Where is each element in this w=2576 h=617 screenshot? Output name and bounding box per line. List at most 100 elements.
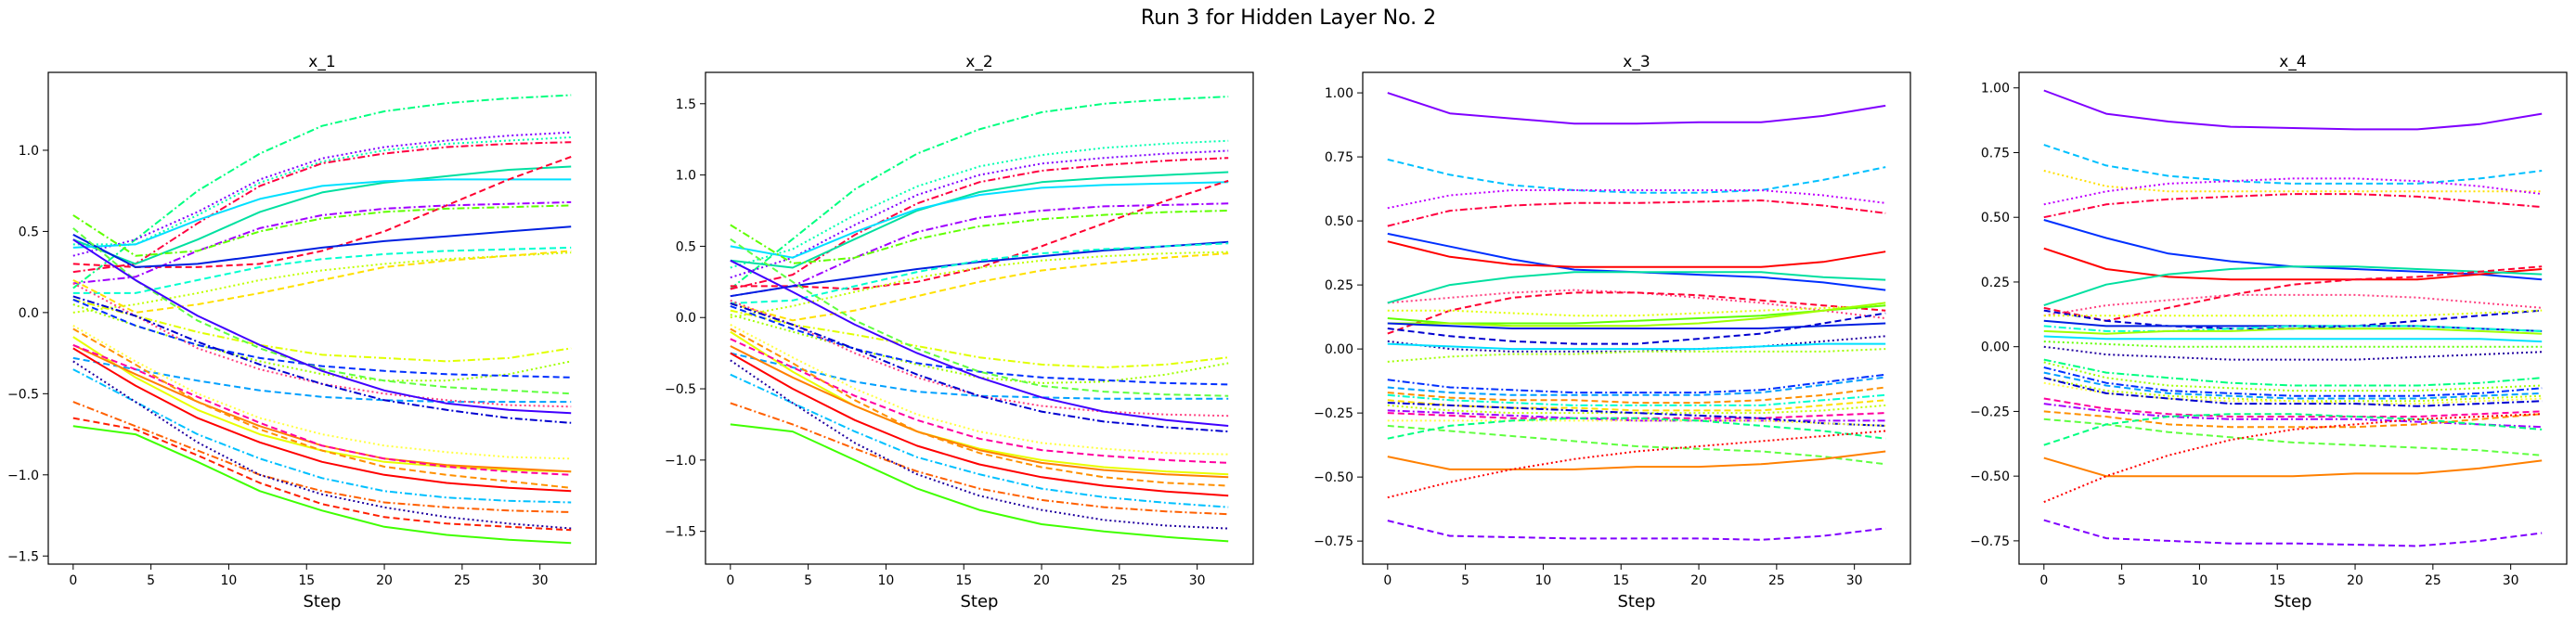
series-line-25 [1387, 409, 1886, 422]
series-line-3 [730, 149, 1229, 279]
series-line-8 [1387, 271, 1886, 304]
series-line-30 [2043, 413, 2543, 446]
series-line-20 [730, 259, 1229, 427]
y-tick-label: −1.0 [665, 454, 696, 469]
series-line-16 [2043, 335, 2543, 343]
axes-frame [1362, 71, 1911, 565]
y-tick-label: 0.5 [19, 225, 39, 239]
series-line-8 [72, 200, 572, 285]
series-line-4 [1387, 199, 1886, 227]
series-line-29 [2043, 418, 2543, 456]
series-line-21 [1387, 393, 1886, 406]
x-tick-label: 25 [454, 573, 471, 588]
y-tick-label: 0.25 [1325, 278, 1353, 293]
series-line-16 [730, 352, 1229, 400]
series-line-29 [730, 402, 1229, 516]
series-line-28 [730, 373, 1229, 508]
x-tick-label: 5 [804, 573, 812, 588]
x-tick-label: 10 [2192, 573, 2208, 588]
subplot-x1: x_1 Step 0 5 10 15 20 25 30 −1.5 −1.0 −0.5 0.0 0.5 1… [7, 53, 597, 611]
series-line-1 [72, 94, 572, 289]
series-line-18 [72, 298, 572, 379]
series-line-20 [72, 238, 572, 415]
series-line-9 [1387, 291, 1886, 335]
x-tick-label: 20 [376, 573, 393, 588]
series-line-25 [2043, 377, 2543, 407]
axes-frame [47, 71, 597, 565]
series-line-28 [2043, 410, 2543, 429]
series-line-18 [730, 238, 1229, 397]
x-tick-label: 15 [1612, 573, 1629, 588]
y-tick-label: −0.5 [7, 387, 39, 402]
axes-frame [2018, 71, 2568, 565]
y-tick-label: 0.75 [1325, 150, 1353, 165]
series-line-30 [1387, 450, 1886, 470]
series-line-26 [730, 328, 1229, 487]
y-tick-label: −0.75 [1314, 534, 1353, 549]
series-line-31 [730, 423, 1229, 543]
x-tick-label: 15 [2269, 573, 2285, 588]
y-tick-label: −0.50 [1314, 470, 1353, 485]
subplot-title: x_1 [308, 53, 335, 71]
series-line-23 [2043, 377, 2543, 403]
series-line-15 [2043, 328, 2543, 335]
x-tick-label: 30 [1846, 573, 1863, 588]
series-line-8 [730, 202, 1229, 298]
y-tick-label: −0.50 [1970, 469, 2010, 484]
series-line-2 [730, 139, 1229, 269]
y-tick-label: 0.0 [19, 306, 39, 321]
series-line-25 [730, 345, 1229, 479]
series-line-32 [72, 417, 572, 532]
series-line-25 [72, 343, 572, 476]
series-line-27 [730, 352, 1229, 497]
series-line-22 [1387, 399, 1886, 412]
series-line-19 [72, 227, 572, 395]
y-tick-label: −0.25 [1970, 405, 2010, 419]
x-tick-label: 20 [1033, 573, 1050, 588]
x-tick-label: 0 [2039, 573, 2048, 588]
series-line-27 [72, 347, 572, 493]
subplot-title: x_2 [965, 53, 992, 71]
series-line-19 [1387, 376, 1886, 396]
y-tick-label: 1.0 [676, 169, 696, 184]
x-tick-label: 10 [221, 573, 238, 588]
subplot-x4: x_4 Step 0 5 10 15 20 25 30 −0.75 −0.50 −0.25 0.00… [1970, 53, 2568, 611]
x-tick-label: 15 [955, 573, 972, 588]
series-line-6 [1387, 240, 1886, 268]
x-tick-label: 30 [2503, 573, 2519, 588]
series-line-33 [2043, 519, 2543, 547]
series-line-12 [72, 251, 572, 314]
series-line-1 [2043, 89, 2543, 131]
series-line-32 [1387, 520, 1886, 541]
x-tick-label: 5 [147, 573, 155, 588]
series-line-20 [1387, 386, 1886, 405]
y-tick-label: 1.00 [1325, 86, 1353, 101]
series-line-23 [730, 330, 1229, 476]
series-line-7 [2043, 247, 2543, 281]
series-line-26 [2043, 397, 2543, 418]
series-group [2043, 89, 2543, 547]
series-line-5 [72, 165, 572, 265]
series-line-22 [730, 324, 1229, 456]
x-tick-label: 10 [878, 573, 895, 588]
series-line-21 [2043, 366, 2543, 397]
y-tick-label: −1.0 [7, 469, 39, 483]
subplot-x2: x_2 Step 0 5 10 15 20 25 30 −1.5 −1.0 −0.5 0.0 0.5 1… [665, 53, 1254, 611]
y-tick-label: 1.5 [676, 97, 696, 112]
y-tick-label: −0.25 [1314, 406, 1353, 421]
x-axis-label: Step [1618, 592, 1656, 611]
series-line-26 [72, 328, 572, 489]
series-line-32 [2043, 413, 2543, 504]
y-tick-label: 0.75 [1981, 146, 2010, 161]
series-line-18 [1387, 373, 1886, 394]
series-line-10 [72, 225, 572, 268]
series-line-13 [72, 250, 572, 314]
series-line-16 [72, 356, 572, 404]
series-line-10 [2043, 293, 2543, 317]
series-line-29 [1387, 417, 1886, 440]
series-line-20 [2043, 361, 2543, 392]
y-tick-label: 1.0 [19, 144, 39, 159]
series-line-19 [2043, 358, 2543, 387]
series-line-14 [1387, 312, 1886, 345]
